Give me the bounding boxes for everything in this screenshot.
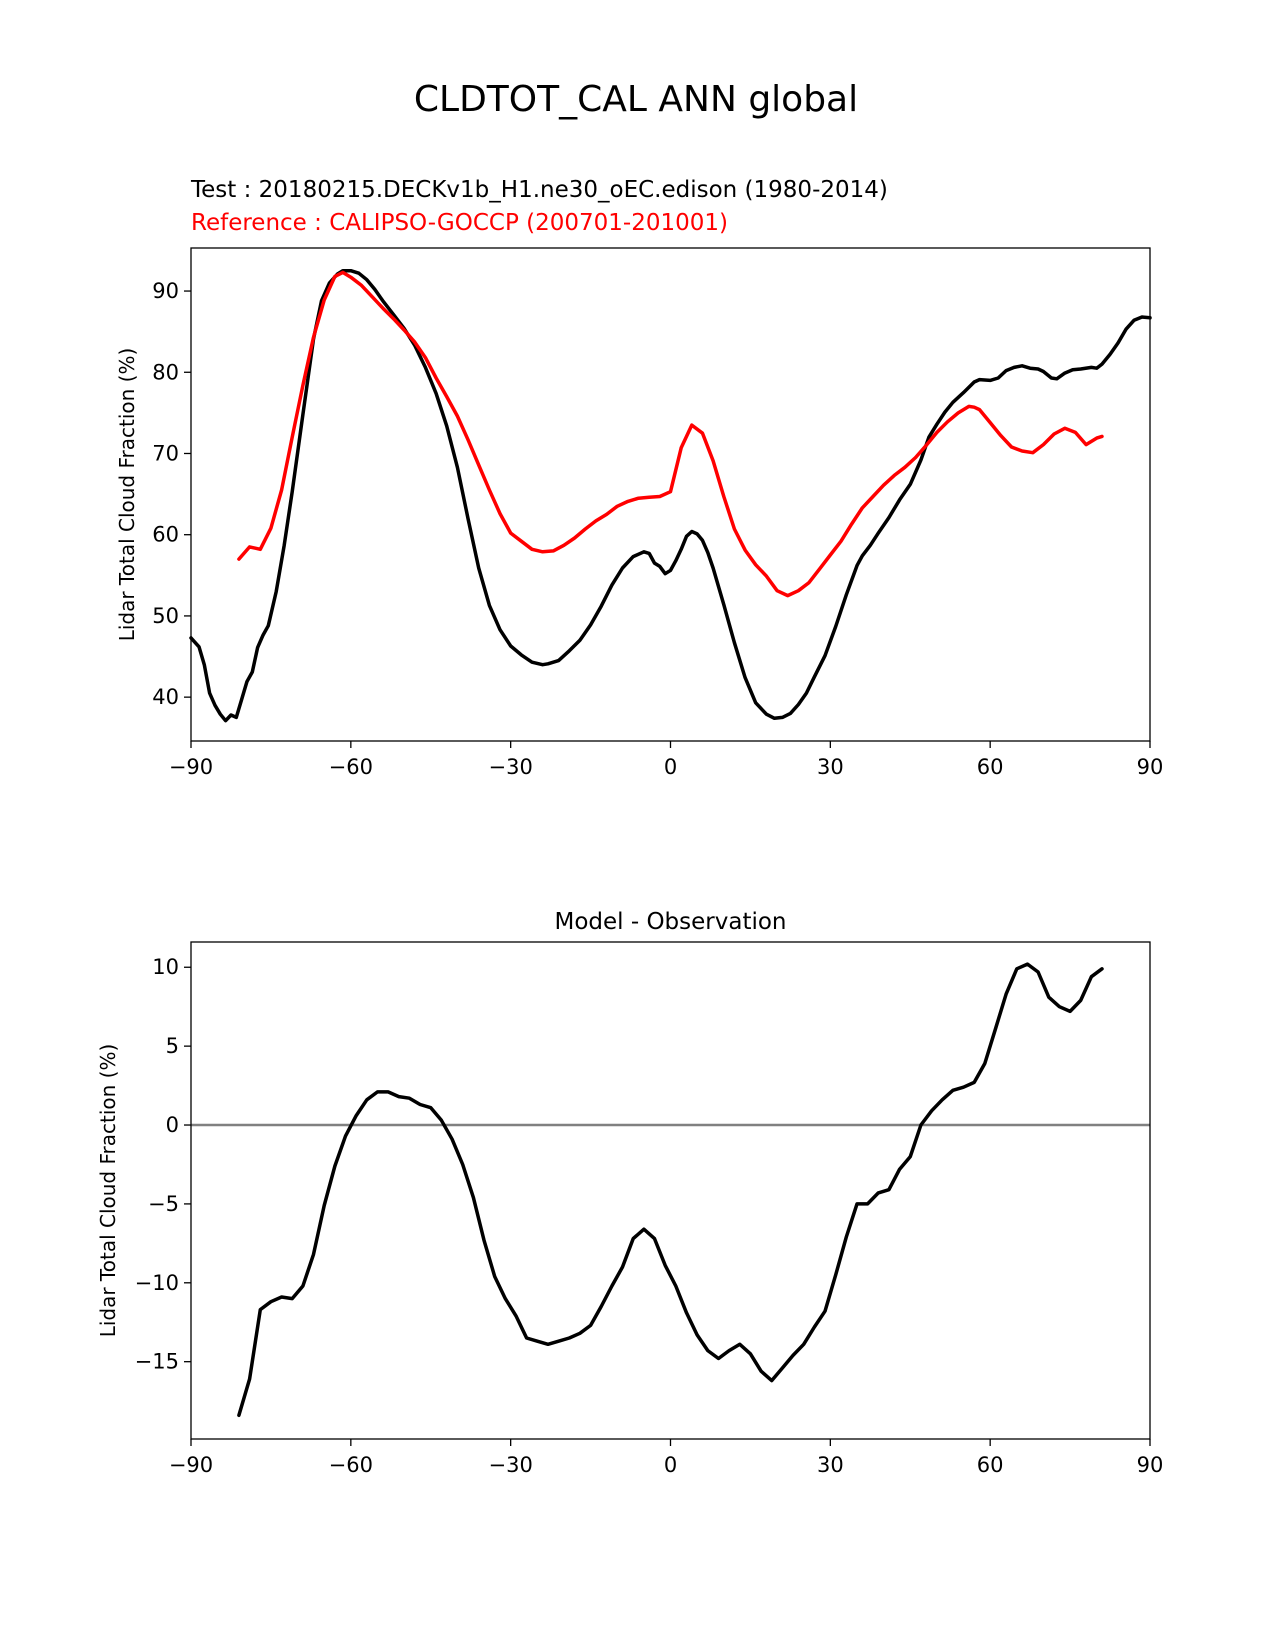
difference-line [237, 962, 1104, 1418]
test-line [189, 268, 1152, 723]
x-tick-label: 90 [1137, 1453, 1164, 1477]
x-tick-label: −30 [489, 755, 533, 779]
y-tick-label: 10 [152, 955, 179, 979]
y-tick-label: 40 [152, 685, 179, 709]
panel-title: Model - Observation [554, 909, 786, 935]
x-tick-label: 60 [977, 1453, 1004, 1477]
x-tick-label: 30 [817, 1453, 844, 1477]
test-label: Test : 20180215.DECKv1b_H1.ne30_oEC.edis… [190, 177, 888, 203]
x-tick-label: 60 [977, 755, 1004, 779]
x-tick-label: −90 [169, 755, 213, 779]
y-tick-label: 50 [152, 604, 179, 628]
reference-label: Reference : CALIPSO-GOCCP (200701-201001… [191, 210, 728, 236]
figure-title: CLDTOT_CAL ANN global [414, 79, 858, 120]
x-tick-label: −90 [169, 1453, 213, 1477]
x-tick-label: −60 [329, 755, 373, 779]
x-tick-label: −60 [329, 1453, 373, 1477]
y-tick-label: −15 [135, 1350, 179, 1374]
y-tick-label: 60 [152, 523, 179, 547]
axes-frame [190, 941, 1151, 1440]
x-tick-label: 0 [664, 755, 677, 779]
y-axis-label: Lidar Total Cloud Fraction (%) [96, 1044, 120, 1338]
y-tick-label: 80 [152, 360, 179, 384]
reference-line [237, 270, 1104, 598]
x-tick-label: −30 [489, 1453, 533, 1477]
axes-frame [190, 247, 1151, 742]
x-tick-label: 30 [817, 755, 844, 779]
difference-panel: Model - Observation −90 −60 −30 0 30 60 90 −15 −1… [96, 909, 1163, 1477]
y-axis-label: Lidar Total Cloud Fraction (%) [115, 348, 139, 642]
y-tick-label: 90 [152, 279, 179, 303]
x-tick-label: 0 [664, 1453, 677, 1477]
y-tick-label: −5 [148, 1192, 179, 1216]
y-tick-label: −10 [135, 1271, 179, 1295]
x-tick-label: 90 [1137, 755, 1164, 779]
top-panel: −90 −60 −30 0 30 60 90 40 50 60 70 80 90 Lidar Total … [115, 247, 1164, 779]
y-tick-label: 5 [166, 1034, 179, 1058]
y-tick-label: 0 [166, 1113, 179, 1137]
y-tick-label: 70 [152, 441, 179, 465]
